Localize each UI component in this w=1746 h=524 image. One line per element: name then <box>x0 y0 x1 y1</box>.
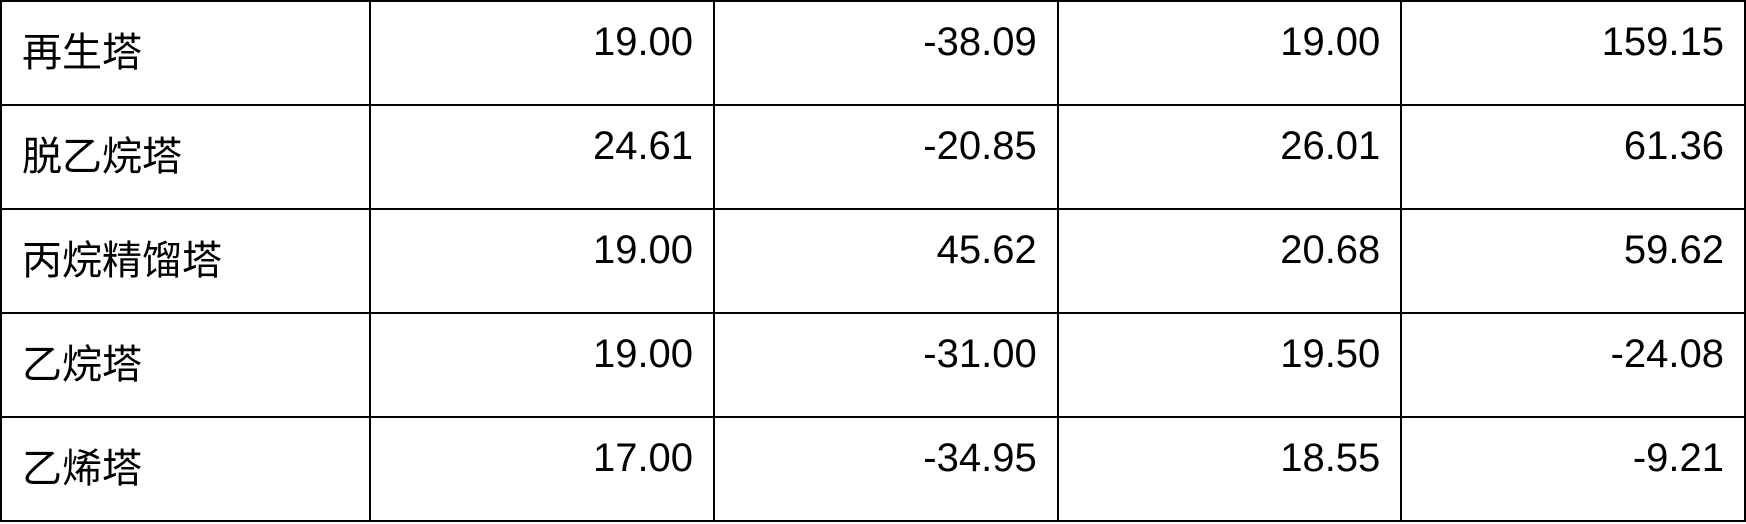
row-value-1: 19.00 <box>370 313 714 417</box>
row-value-3: 26.01 <box>1058 105 1402 209</box>
row-value-4: 61.36 <box>1401 105 1745 209</box>
row-value-4: -24.08 <box>1401 313 1745 417</box>
row-value-3: 19.00 <box>1058 1 1402 105</box>
data-table: 再生塔 19.00 -38.09 19.00 159.15 脱乙烷塔 24.61… <box>0 0 1746 522</box>
row-value-3: 20.68 <box>1058 209 1402 313</box>
row-value-4: -9.21 <box>1401 417 1745 521</box>
row-label: 乙烯塔 <box>1 417 370 521</box>
row-value-2: -34.95 <box>714 417 1058 521</box>
table-body: 再生塔 19.00 -38.09 19.00 159.15 脱乙烷塔 24.61… <box>1 1 1745 521</box>
row-value-3: 19.50 <box>1058 313 1402 417</box>
row-value-2: 45.62 <box>714 209 1058 313</box>
table-row: 再生塔 19.00 -38.09 19.00 159.15 <box>1 1 1745 105</box>
row-value-1: 19.00 <box>370 209 714 313</box>
row-value-1: 24.61 <box>370 105 714 209</box>
row-label: 乙烷塔 <box>1 313 370 417</box>
row-value-2: -31.00 <box>714 313 1058 417</box>
row-label: 再生塔 <box>1 1 370 105</box>
row-value-4: 59.62 <box>1401 209 1745 313</box>
row-value-1: 17.00 <box>370 417 714 521</box>
row-value-1: 19.00 <box>370 1 714 105</box>
row-value-3: 18.55 <box>1058 417 1402 521</box>
table-row: 丙烷精馏塔 19.00 45.62 20.68 59.62 <box>1 209 1745 313</box>
table-row: 乙烷塔 19.00 -31.00 19.50 -24.08 <box>1 313 1745 417</box>
table-row: 脱乙烷塔 24.61 -20.85 26.01 61.36 <box>1 105 1745 209</box>
row-value-2: -20.85 <box>714 105 1058 209</box>
row-value-4: 159.15 <box>1401 1 1745 105</box>
table-row: 乙烯塔 17.00 -34.95 18.55 -9.21 <box>1 417 1745 521</box>
row-label: 丙烷精馏塔 <box>1 209 370 313</box>
row-value-2: -38.09 <box>714 1 1058 105</box>
row-label: 脱乙烷塔 <box>1 105 370 209</box>
